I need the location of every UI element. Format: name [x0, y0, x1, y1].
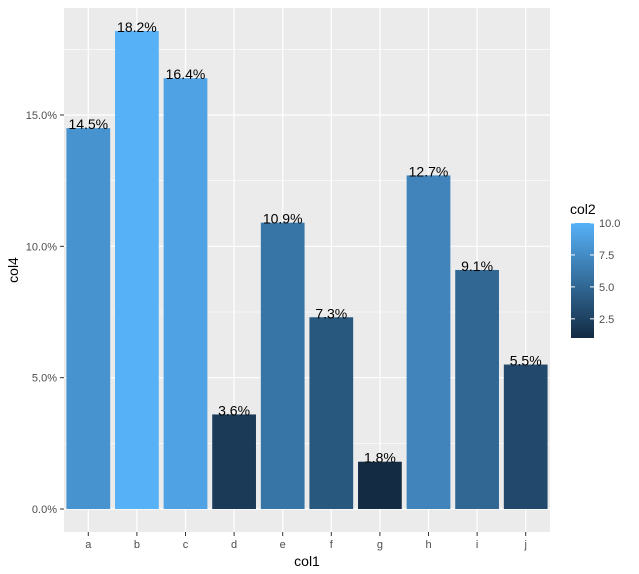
y-tick-label: 0.0% — [32, 504, 57, 516]
data-label-f: 7.3% — [315, 305, 347, 321]
bar-d — [212, 414, 256, 509]
x-tick-label-f: f — [330, 539, 334, 551]
x-tick-label-c: c — [183, 539, 189, 551]
x-axis-title: col1 — [294, 553, 320, 569]
bar-c — [163, 78, 208, 509]
x-tick-label-i: i — [476, 539, 478, 551]
bar-i — [455, 269, 499, 509]
y-tick-label: 10.0% — [26, 241, 57, 253]
data-label-a: 14.5% — [68, 116, 108, 132]
data-label-e: 10.9% — [263, 211, 303, 227]
y-axis-title: col4 — [5, 257, 21, 283]
data-label-j: 5.5% — [510, 353, 542, 369]
color-legend: col2 2.5 5.0 7.5 10.0 — [570, 201, 620, 338]
bar-b — [115, 30, 159, 510]
bars — [66, 30, 548, 510]
bar-a — [66, 128, 111, 509]
bar-e — [260, 222, 305, 509]
y-tick-label: 15.0% — [26, 110, 57, 122]
x-tick-label-e: e — [280, 539, 286, 551]
data-label-h: 12.7% — [409, 163, 449, 179]
x-tick-label-d: d — [231, 539, 237, 551]
data-label-g: 1.8% — [364, 450, 396, 466]
data-label-b: 18.2% — [117, 19, 157, 35]
y-tick-label: 5.0% — [32, 373, 57, 385]
legend-colorbar — [571, 223, 594, 338]
data-label-i: 9.1% — [461, 258, 493, 274]
bar-f — [309, 317, 354, 509]
x-tick-label-a: a — [85, 539, 92, 551]
x-tick-label-h: h — [425, 539, 431, 551]
x-tick-label-b: b — [134, 539, 140, 551]
legend-title: col2 — [570, 201, 596, 217]
legend-tick-label: 7.5 — [599, 250, 614, 262]
x-tick-label-g: g — [377, 539, 383, 551]
x-tick-label-j: j — [523, 539, 526, 551]
bar-j — [503, 364, 548, 509]
legend-tick-label: 10.0 — [599, 218, 620, 230]
x-axis: a b c d e f g h i j — [85, 532, 527, 551]
bar-h — [406, 175, 451, 509]
bar-g — [358, 461, 402, 509]
legend-tick-label: 2.5 — [599, 314, 614, 326]
data-label-d: 3.6% — [218, 402, 250, 418]
data-label-c: 16.4% — [166, 66, 206, 82]
data-labels: 14.5% 18.2% 16.4% 3.6% 10.9% 7.3% 1.8% 12.7% 9.1… — [68, 19, 541, 466]
legend-tick-label: 5.0 — [599, 282, 614, 294]
y-axis: 0.0% 5.0% 10.0% 15.0% — [26, 110, 64, 516]
